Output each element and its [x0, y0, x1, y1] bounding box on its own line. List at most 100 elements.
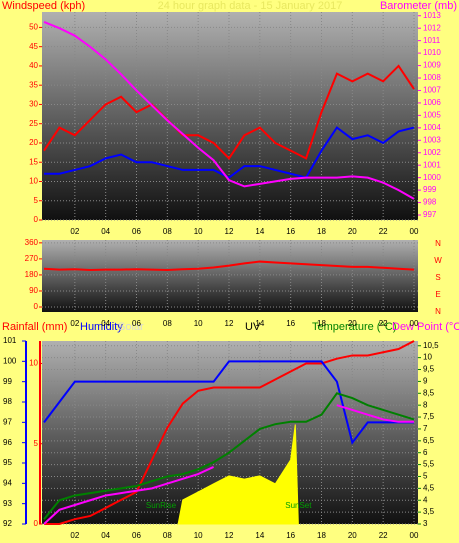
x-tick-label: 14	[255, 531, 264, 540]
x-tick-label: 06	[132, 227, 141, 236]
x-tick-label: 04	[101, 531, 110, 540]
y-tick-label: 10	[29, 359, 38, 368]
y2-tick-label: 9	[423, 377, 428, 386]
x-tick-label: 16	[286, 531, 295, 540]
x-tick-label: 16	[286, 227, 295, 236]
title: 24 hour graph data - 15 January 2017	[158, 0, 343, 12]
compass-label: N	[435, 307, 441, 316]
x-tick-label: 16	[286, 319, 295, 328]
y2-tick-label: 6,5	[423, 436, 435, 445]
y2-tick-label: 999	[423, 185, 437, 194]
compass-label: W	[434, 256, 442, 265]
x-tick-label: 00	[410, 227, 419, 236]
y2-tick-label: 1007	[423, 86, 441, 95]
x-tick-label: 20	[348, 319, 357, 328]
y-tick-label: 10	[29, 177, 38, 186]
series-line	[43, 260, 415, 271]
x-tick-label: 22	[379, 227, 388, 236]
series-line	[43, 360, 414, 445]
humidity-tick-label: 100	[3, 356, 17, 365]
x-tick-label: 08	[163, 227, 172, 236]
solar-area	[177, 424, 299, 525]
y2-tick-label: 1013	[423, 11, 441, 20]
y2-tick-label: 5	[423, 472, 428, 481]
y2-tick-label: 6	[423, 448, 428, 457]
y2-tick-label: 4	[423, 495, 428, 504]
x-tick-label: 18	[317, 227, 326, 236]
y2-tick-label: 4,5	[423, 483, 435, 492]
x-tick-label: 18	[317, 531, 326, 540]
y-tick-label: 20	[29, 138, 38, 147]
y2-tick-label: 1009	[423, 61, 441, 70]
sunset: SunSet	[285, 501, 312, 510]
y-tick-label: 0	[34, 302, 39, 311]
y-tick-label: 0	[34, 215, 39, 224]
y2-tick-label: 10	[423, 353, 432, 362]
y2-tick-label: 7,5	[423, 412, 435, 421]
y2-tick-label: 1002	[423, 148, 441, 157]
x-tick-label: 14	[255, 319, 264, 328]
x-tick-label: 18	[317, 319, 326, 328]
y2-tick-label: 1000	[423, 173, 441, 182]
plot-area	[42, 240, 418, 312]
y-tick-label: 90	[29, 286, 38, 295]
y-tick-label: 35	[29, 80, 38, 89]
x-tick-label: 12	[225, 319, 234, 328]
x-tick-label: 06	[132, 319, 141, 328]
sunrise: SunRise	[146, 501, 177, 510]
x-tick-label: 22	[379, 531, 388, 540]
y2-tick-label: 1010	[423, 48, 441, 57]
y-tick-label: 40	[29, 61, 38, 70]
x-tick-label: 08	[163, 531, 172, 540]
x-tick-label: 00	[410, 319, 419, 328]
compass-label: E	[435, 290, 440, 299]
x-tick-label: 04	[101, 319, 110, 328]
y-tick-label: 25	[29, 119, 38, 128]
x-tick-label: 20	[348, 531, 357, 540]
y-tick-label: 45	[29, 42, 38, 51]
y2-tick-label: 3,5	[423, 507, 435, 516]
y-tick-label: 270	[25, 254, 39, 263]
y2-tick-label: 1008	[423, 73, 441, 82]
y2-tick-label: 3	[423, 519, 428, 528]
y-tick-label: 5	[34, 439, 39, 448]
series-line	[44, 340, 415, 525]
temperature-label: Temperature (°C)	[312, 321, 396, 333]
y2-label: Barometer (mb)	[380, 0, 457, 12]
y-tick-label: 50	[29, 23, 38, 32]
humidity-tick-label: 96	[3, 438, 12, 447]
humidity-tick-label: 93	[3, 499, 12, 508]
y2-tick-label: 1003	[423, 135, 441, 144]
y-tick-label: 30	[29, 100, 38, 109]
x-tick-label: 02	[70, 319, 79, 328]
y2-tick-label: 1011	[423, 36, 441, 45]
x-tick-label: 00	[410, 531, 419, 540]
y2-tick-label: 9,5	[423, 365, 435, 374]
humidity-tick-label: 97	[3, 417, 12, 426]
solar-label: Solar	[118, 321, 144, 333]
y2-tick-label: 1012	[423, 23, 441, 32]
humidity-tick-label: 94	[3, 478, 12, 487]
y-tick-label: 180	[25, 270, 39, 279]
compass-label: S	[435, 273, 440, 282]
series-line	[43, 64, 415, 160]
x-tick-label: 12	[225, 227, 234, 236]
humidity-tick-label: 99	[3, 377, 12, 386]
x-tick-label: 10	[194, 531, 203, 540]
rain-label: Rainfall (mm)	[2, 321, 67, 333]
series-line	[43, 466, 215, 525]
y2-tick-label: 8,5	[423, 388, 435, 397]
humidity-tick-label: 92	[3, 519, 12, 528]
series-line	[43, 392, 415, 520]
y-tick-label: 15	[29, 157, 38, 166]
humidity-label: Humidity	[80, 321, 123, 333]
dewpoint-label: Dew Point (°C)	[392, 321, 459, 333]
series-line	[336, 404, 414, 423]
y2-tick-label: 8	[423, 400, 428, 409]
y2-tick-label: 1005	[423, 110, 441, 119]
x-tick-label: 20	[348, 227, 357, 236]
humidity-tick-label: 98	[3, 397, 12, 406]
x-tick-label: 10	[194, 319, 203, 328]
y-label: Windspeed (kph)	[2, 0, 85, 12]
